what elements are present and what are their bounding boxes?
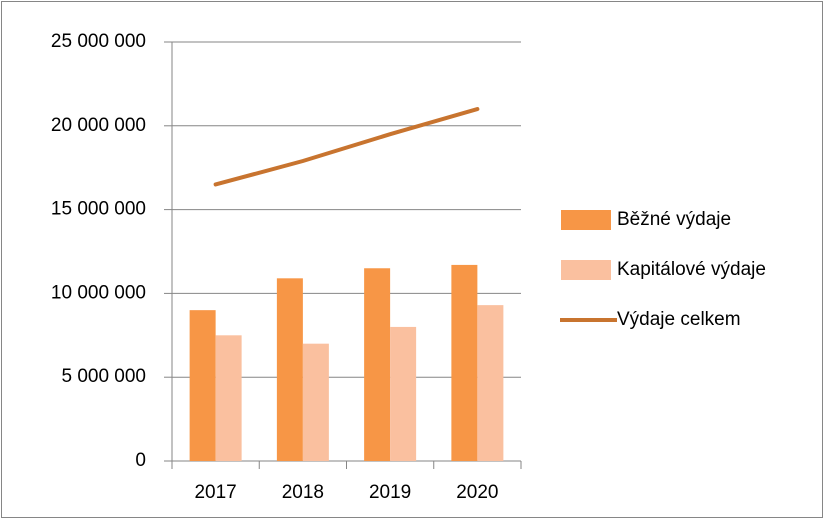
bar bbox=[451, 264, 478, 461]
y-tick-label: 5 000 000 bbox=[61, 366, 146, 387]
bar bbox=[390, 326, 417, 461]
bar bbox=[364, 268, 391, 461]
x-tick-label: 2017 bbox=[194, 482, 236, 503]
legend-label: Výdaje celkem bbox=[617, 309, 741, 330]
bar bbox=[477, 305, 504, 461]
bar bbox=[189, 310, 216, 461]
y-tick-label: 15 000 000 bbox=[51, 199, 146, 220]
x-tick-label: 2018 bbox=[282, 482, 324, 503]
line-series bbox=[213, 107, 480, 187]
bar bbox=[276, 278, 303, 461]
x-tick-label: 2020 bbox=[456, 482, 498, 503]
legend-label: Kapitálové výdaje bbox=[617, 259, 766, 280]
y-tick-label: 10 000 000 bbox=[51, 282, 146, 303]
bar bbox=[302, 343, 329, 461]
legend-label: Běžné výdaje bbox=[617, 209, 731, 230]
legend-swatch bbox=[561, 260, 611, 280]
y-tick-label: 0 bbox=[135, 450, 146, 471]
x-tick-label: 2019 bbox=[369, 482, 411, 503]
legend-swatch bbox=[561, 210, 611, 230]
y-tick-label: 25 000 000 bbox=[51, 31, 146, 52]
bar bbox=[215, 335, 242, 461]
y-tick-label: 20 000 000 bbox=[51, 115, 146, 136]
